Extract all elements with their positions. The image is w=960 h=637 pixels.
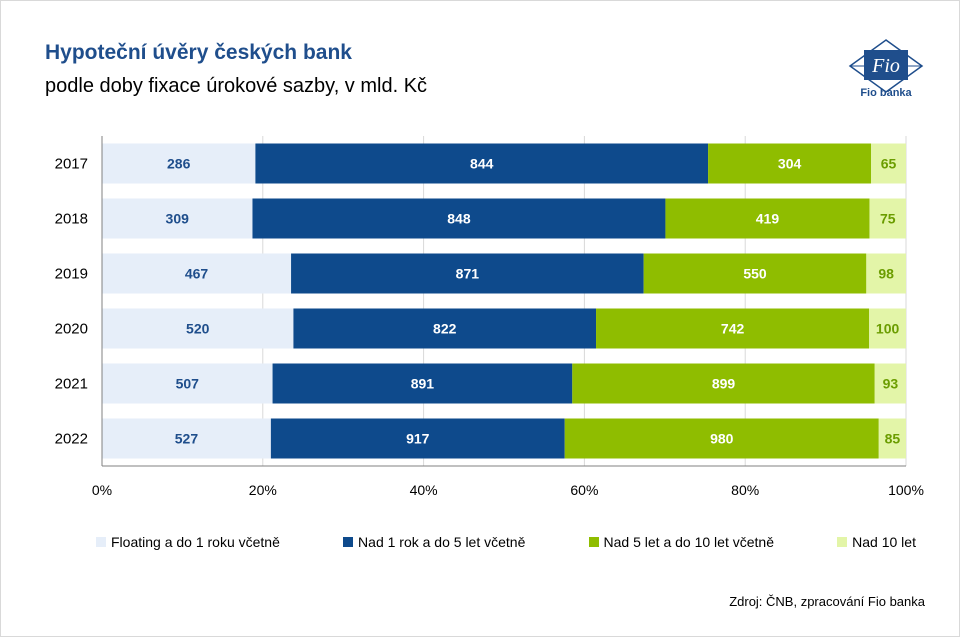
bar-segment (270, 418, 565, 459)
legend-item: Nad 5 let a do 10 let včetně (588, 534, 774, 550)
y-category-label: 2019 (55, 266, 88, 283)
bar-segment (572, 363, 875, 404)
bar-segment (596, 308, 870, 349)
data-label: 891 (411, 376, 435, 392)
data-label: 98 (878, 266, 894, 282)
bar-segment (874, 363, 906, 404)
logo-text: Fio (871, 55, 900, 77)
x-tick-label: 60% (570, 482, 598, 498)
chart-subtitle: podle doby fixace úrokové sazby, v mld. … (45, 75, 428, 97)
legend-item: Nad 1 rok a do 5 let včetně (343, 534, 525, 550)
bar-segment (102, 143, 256, 184)
data-label: 848 (447, 211, 471, 227)
data-label: 527 (175, 431, 199, 447)
bar-segment (708, 143, 872, 184)
axes: 0% 20% 40% 60% 80% 100% 2017 2018 2019 2020 2021 20… (55, 136, 924, 498)
data-label: 309 (166, 211, 190, 227)
data-label: 871 (456, 266, 480, 282)
y-category-label: 2017 (55, 156, 88, 173)
x-tick-label: 0% (92, 482, 112, 498)
x-tick-label: 100% (888, 482, 924, 498)
data-label: 467 (185, 266, 209, 282)
data-label: 304 (778, 156, 802, 172)
legend-swatch (343, 537, 354, 547)
legend: Floating a do 1 roku včetně Nad 1 rok a d… (96, 534, 916, 550)
data-label: 550 (743, 266, 767, 282)
bar-segment (102, 198, 253, 239)
data-label: 844 (470, 156, 494, 172)
source-note: Zdroj: ČNB, zpracování Fio banka (729, 594, 925, 609)
bar-segment (564, 418, 879, 459)
data-label: 85 (885, 431, 901, 447)
data-label: 520 (186, 321, 210, 337)
bars: 286 844 304 65 309 848 419 75 467 871 550 98 520 822 7… (102, 143, 906, 459)
logo-diamond (848, 39, 924, 93)
data-label: 65 (881, 156, 897, 172)
bar-segment (102, 363, 273, 404)
data-label: 917 (406, 431, 430, 447)
x-tick-label: 20% (249, 482, 277, 498)
bar-segment (869, 308, 906, 349)
data-label: 286 (167, 156, 191, 172)
bar-segment (871, 143, 906, 184)
bar-segment (272, 363, 573, 404)
legend-item: Floating a do 1 roku včetně (96, 534, 280, 550)
bar-segment (665, 198, 870, 239)
y-category-label: 2021 (55, 376, 88, 393)
bar-segment (102, 418, 271, 459)
bar-segment (291, 253, 644, 294)
legend-label: Nad 5 let a do 10 let včetně (603, 534, 774, 550)
data-label: 75 (880, 211, 896, 227)
data-label: 507 (176, 376, 200, 392)
fio-logo: Fio Fio banka (848, 39, 924, 98)
legend-label: Nad 1 rok a do 5 let včetně (358, 534, 526, 550)
y-category-label: 2018 (55, 211, 88, 228)
data-label: 822 (433, 321, 457, 337)
legend-label: Floating a do 1 roku včetně (111, 534, 280, 550)
x-tick-label: 40% (410, 482, 438, 498)
legend-label: Nad 10 let (852, 534, 916, 550)
data-label: 899 (712, 376, 736, 392)
y-category-label: 2022 (55, 431, 88, 448)
bar-segment (293, 308, 597, 349)
legend-swatch (96, 537, 106, 547)
legend-swatch (837, 537, 848, 547)
legend-item: Nad 10 let (837, 534, 916, 550)
bar-segment (255, 143, 709, 184)
bar-segment (643, 253, 867, 294)
chart-title: Hypoteční úvěry českých bank (45, 41, 352, 64)
x-tick-label: 80% (731, 482, 759, 498)
y-category-label: 2020 (55, 321, 88, 338)
data-label: 419 (756, 211, 780, 227)
bar-segment (102, 253, 292, 294)
gridlines (262, 136, 907, 466)
bar-segment (102, 308, 294, 349)
legend-swatch (588, 537, 599, 547)
bar-segment (252, 198, 666, 239)
data-label: 980 (710, 431, 734, 447)
data-label: 100 (876, 321, 900, 337)
bar-segment (866, 253, 906, 294)
bar-segment (878, 418, 906, 459)
data-label: 742 (721, 321, 745, 337)
bar-segment (869, 198, 906, 239)
data-label: 93 (883, 376, 899, 392)
logo-caption: Fio banka (860, 87, 912, 98)
